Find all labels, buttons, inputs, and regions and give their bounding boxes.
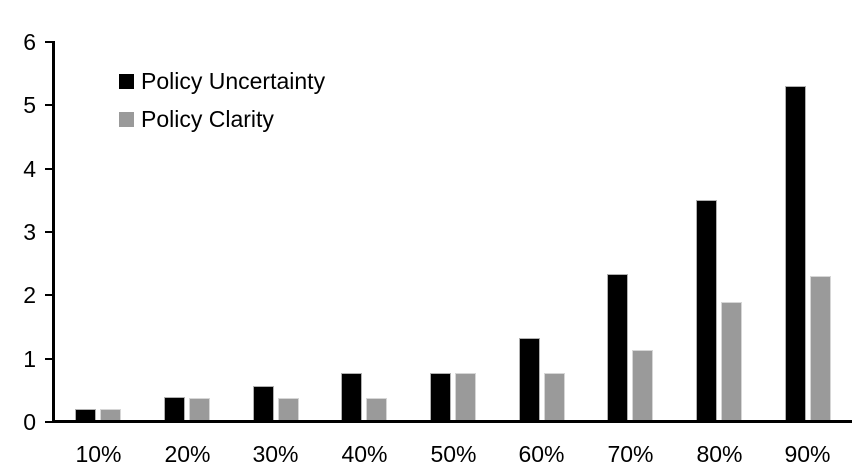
- y-tick-label-0: 0: [23, 409, 36, 435]
- bar-policy-uncertainty-50%: [430, 373, 451, 422]
- legend-label-policy-uncertainty: Policy Uncertainty: [141, 68, 326, 94]
- x-category-label-60%: 60%: [518, 441, 565, 467]
- x-category-label-50%: 50%: [430, 441, 477, 467]
- x-category-label-40%: 40%: [341, 441, 388, 467]
- y-tick-label-4: 4: [23, 155, 36, 182]
- y-tick-label-6: 6: [23, 29, 36, 55]
- y-tick-1: [45, 357, 54, 360]
- bar-policy-uncertainty-70%: [607, 274, 628, 422]
- bar-policy-clarity-50%: [455, 373, 476, 422]
- x-category-label-70%: 70%: [607, 441, 654, 467]
- y-tick-label-5: 5: [23, 92, 36, 119]
- bar-policy-clarity-30%: [278, 398, 299, 422]
- bar-policy-clarity-40%: [366, 398, 387, 422]
- x-category-label-10%: 10%: [75, 441, 122, 467]
- bar-policy-uncertainty-40%: [341, 373, 362, 422]
- y-tick-label-1: 1: [23, 345, 36, 372]
- bar-policy-clarity-20%: [189, 398, 210, 422]
- y-tick-5: [45, 104, 54, 107]
- y-tick-label-2: 2: [23, 282, 36, 309]
- legend-swatch-icon-policy-clarity: [119, 111, 134, 127]
- bar-policy-clarity-80%: [721, 302, 742, 422]
- bar-policy-uncertainty-80%: [696, 200, 717, 422]
- bar-policy-clarity-70%: [632, 350, 653, 422]
- x-axis-line: [52, 420, 852, 423]
- x-category-label-30%: 30%: [252, 441, 299, 467]
- y-tick-0: [45, 421, 54, 423]
- legend-item-policy-clarity: Policy Clarity: [119, 104, 325, 134]
- bar-policy-uncertainty-30%: [253, 386, 274, 422]
- y-tick-2: [45, 294, 54, 297]
- legend-swatch-icon-policy-uncertainty: [119, 73, 134, 89]
- legend: Policy Uncertainty Policy Clarity: [119, 66, 325, 142]
- bar-policy-uncertainty-20%: [164, 397, 185, 422]
- y-tick-4: [45, 167, 54, 170]
- x-category-label-20%: 20%: [164, 441, 211, 467]
- y-tick-label-3: 3: [23, 219, 36, 245]
- x-category-label-90%: 90%: [784, 441, 831, 467]
- legend-item-policy-uncertainty: Policy Uncertainty: [119, 66, 325, 96]
- x-category-label-80%: 80%: [696, 441, 743, 467]
- legend-label-policy-clarity: Policy Clarity: [141, 106, 274, 132]
- bar-policy-uncertainty-90%: [785, 86, 806, 422]
- bar-policy-clarity-90%: [810, 276, 831, 422]
- bar-policy-uncertainty-60%: [519, 338, 540, 422]
- y-tick-6: [45, 41, 54, 43]
- bar-policy-clarity-60%: [544, 373, 565, 422]
- y-tick-3: [45, 231, 54, 233]
